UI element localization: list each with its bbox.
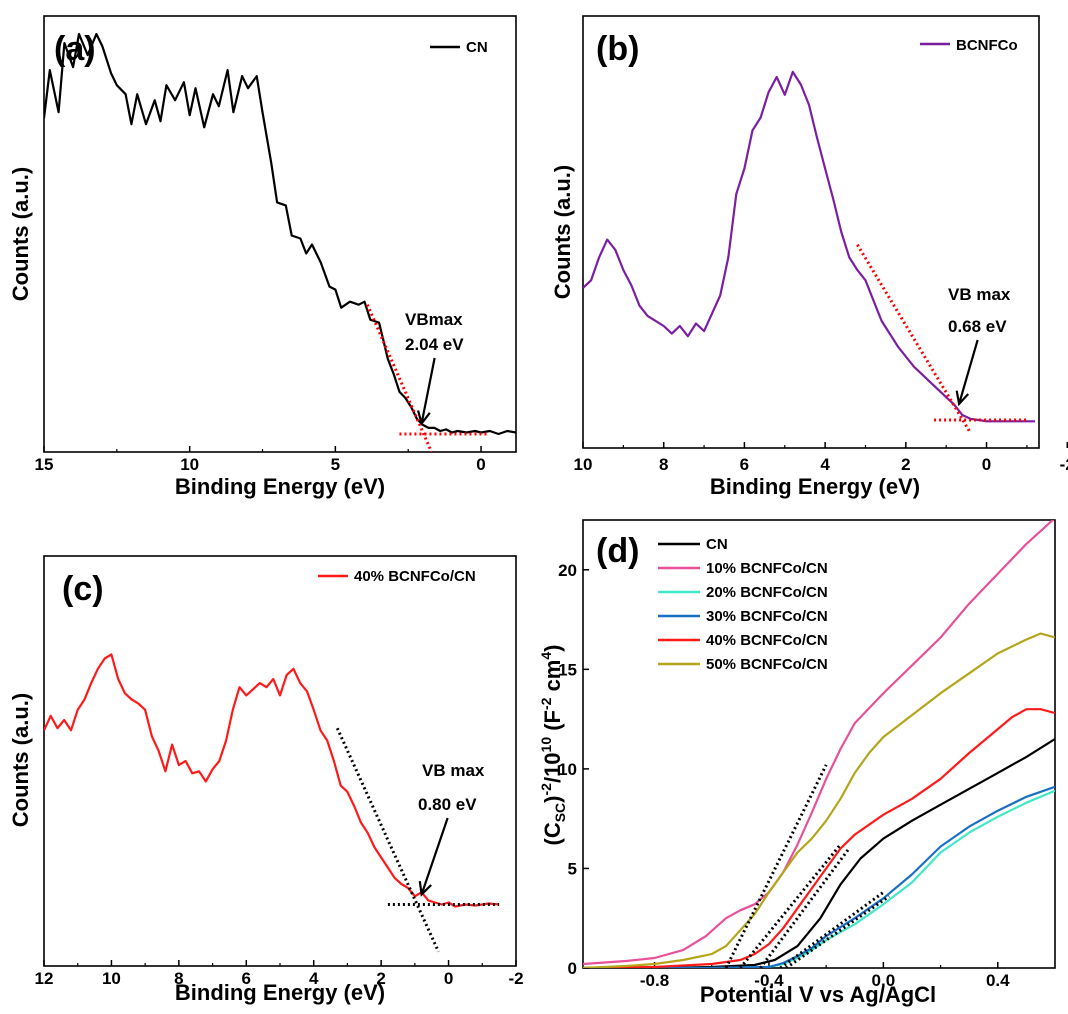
panel-d-label: (d) [596, 532, 639, 570]
legend-label-bcnfco: BCNFCo [956, 37, 1018, 54]
panel-0-x-tick-label: 15 [35, 455, 54, 474]
panel-1-x-tick-label: 2 [901, 455, 910, 474]
panel-a-frame [43, 15, 517, 453]
panel-1-x-tick-label: 4 [820, 455, 830, 474]
panel-d-legend: CN 10% BCNFCo/CN 20% BCNFCo/CN 30% BCNFCo/C… [658, 536, 828, 673]
panel-3-series-5 [583, 632, 1055, 968]
panel-c: (c) 40% BCNFCo/CN Binding Energy (eV) Co… [8, 555, 524, 1005]
panel-2-x-tick-label: -2 [508, 969, 523, 988]
panel-a-annotation-line1: VBmax [405, 310, 463, 329]
panel-0-annotation-arrow [420, 357, 436, 424]
panel-3-x-tick-label: 0.0 [872, 971, 896, 990]
panel-b-legend: BCNFCo [920, 37, 1018, 54]
panel-0-fit-line-0 [366, 304, 433, 452]
panel-d-frame [582, 519, 1056, 969]
panel-3-fit-line-3 [785, 895, 890, 968]
panel-3-series-4 [583, 708, 1055, 968]
panel-0-x-tick-label: 10 [180, 455, 199, 474]
panel-a-annotation-line2: 2.04 eV [405, 335, 464, 354]
panel-d-y-axis-title: (CSC)-2/1010 (F-2 cm4) [538, 644, 568, 845]
panel-0-annotation-arrowhead [416, 410, 431, 426]
panel-1-annotation-arrow [958, 339, 979, 405]
panel-3-y-tick-label: 5 [568, 859, 577, 878]
panel-0-series-0 [44, 32, 516, 436]
panel-3-x-tick-label: 0.4 [986, 971, 1010, 990]
legend-label-d-0: CN [706, 536, 728, 553]
panel-3-fit-line-1 [739, 843, 842, 968]
panel-3-series-0 [583, 738, 1055, 968]
panel-2-x-tick-label: 6 [242, 969, 251, 988]
panel-1-x-tick-label: 8 [659, 455, 668, 474]
panel-c-label: (c) [62, 570, 104, 608]
panel-3-y-tick-label: 10 [558, 760, 577, 779]
legend-label-d-5: 50% BCNFCo/CN [706, 656, 828, 673]
panel-b-label: (b) [596, 30, 639, 68]
panel-a-legend: CN [430, 39, 488, 56]
legend-label-d-1: 10% BCNFCo/CN [706, 560, 828, 577]
panel-b-x-axis-title: Binding Energy (eV) [710, 474, 920, 499]
panel-b-y-axis-title: Counts (a.u.) [550, 165, 575, 299]
panel-2-x-tick-label: 4 [309, 969, 319, 988]
panel-3-x-tick-label: -0.4 [754, 971, 784, 990]
panel-b: (b) BCNFCo Binding Energy (eV) Counts (a… [550, 15, 1068, 499]
panel-1-series-0 [583, 70, 1035, 423]
panel-2-x-tick-label: 2 [376, 969, 385, 988]
panel-2-x-tick-label: 0 [444, 969, 453, 988]
panel-2-x-tick-label: 8 [174, 969, 183, 988]
panel-0-x-tick-label: 5 [331, 455, 340, 474]
panel-c-x-axis-title: Binding Energy (eV) [175, 980, 385, 1005]
svg-text:(CSC)-2/1010 (F-2 cm4): (CSC)-2/1010 (F-2 cm4) [538, 644, 568, 845]
legend-label-d-4: 40% BCNFCo/CN [706, 632, 828, 649]
panel-1-annotation-arrowhead [955, 390, 970, 407]
panel-0-x-tick-label: 0 [476, 455, 485, 474]
panel-b-annotation-line1: VB max [948, 285, 1011, 304]
panel-a-x-axis-title: Binding Energy (eV) [175, 474, 385, 499]
panel-2-annotation-arrow [420, 817, 449, 895]
panel-c-y-axis-title: Counts (a.u.) [8, 693, 33, 827]
panel-3-y-tick-label: 0 [568, 959, 577, 978]
panel-2-x-tick-label: 12 [35, 969, 54, 988]
panel-a: (a) CN Binding Energy (eV) Counts (a.u.)… [8, 15, 517, 499]
legend-label-d-2: 20% BCNFCo/CN [706, 584, 828, 601]
panel-2-annotation-arrowhead [418, 880, 432, 897]
panel-3-y-tick-label: 15 [558, 660, 577, 679]
panel-b-annotation-line2: 0.68 eV [948, 317, 1007, 336]
panel-1-x-tick-label: 6 [740, 455, 749, 474]
panel-b-frame [582, 15, 1040, 449]
legend-label-d-3: 30% BCNFCo/CN [706, 608, 828, 625]
panel-3-series-1 [583, 520, 1055, 966]
panel-3-fit-line-4 [779, 891, 885, 968]
panel-d: (d) Potential V vs Ag/AgCl (CSC)-2/1010 … [538, 519, 1056, 1007]
legend-label-cn: CN [466, 39, 488, 56]
panel-c-annotation-line2: 0.80 eV [418, 795, 477, 814]
panel-1-x-tick-label: -2 [1060, 455, 1068, 474]
panel-1-x-tick-label: 0 [982, 455, 991, 474]
panel-3-y-tick-label: 20 [558, 561, 577, 580]
panel-2-x-tick-label: 10 [102, 969, 121, 988]
panel-c-annotation-line1: VB max [422, 761, 485, 780]
panel-2-fit-line-0 [335, 727, 440, 953]
panel-3-x-tick-label: -0.8 [640, 971, 669, 990]
panel-1-fit-line-0 [856, 243, 972, 434]
panel-d-x-axis-title: Potential V vs Ag/AgCl [700, 982, 936, 1007]
panel-1-x-tick-label: 10 [574, 455, 593, 474]
panel-3-series-3 [583, 785, 1055, 968]
panel-a-y-axis-title: Counts (a.u.) [8, 167, 33, 301]
legend-label-40pct: 40% BCNFCo/CN [354, 568, 476, 585]
panel-c-legend: 40% BCNFCo/CN [318, 568, 476, 585]
